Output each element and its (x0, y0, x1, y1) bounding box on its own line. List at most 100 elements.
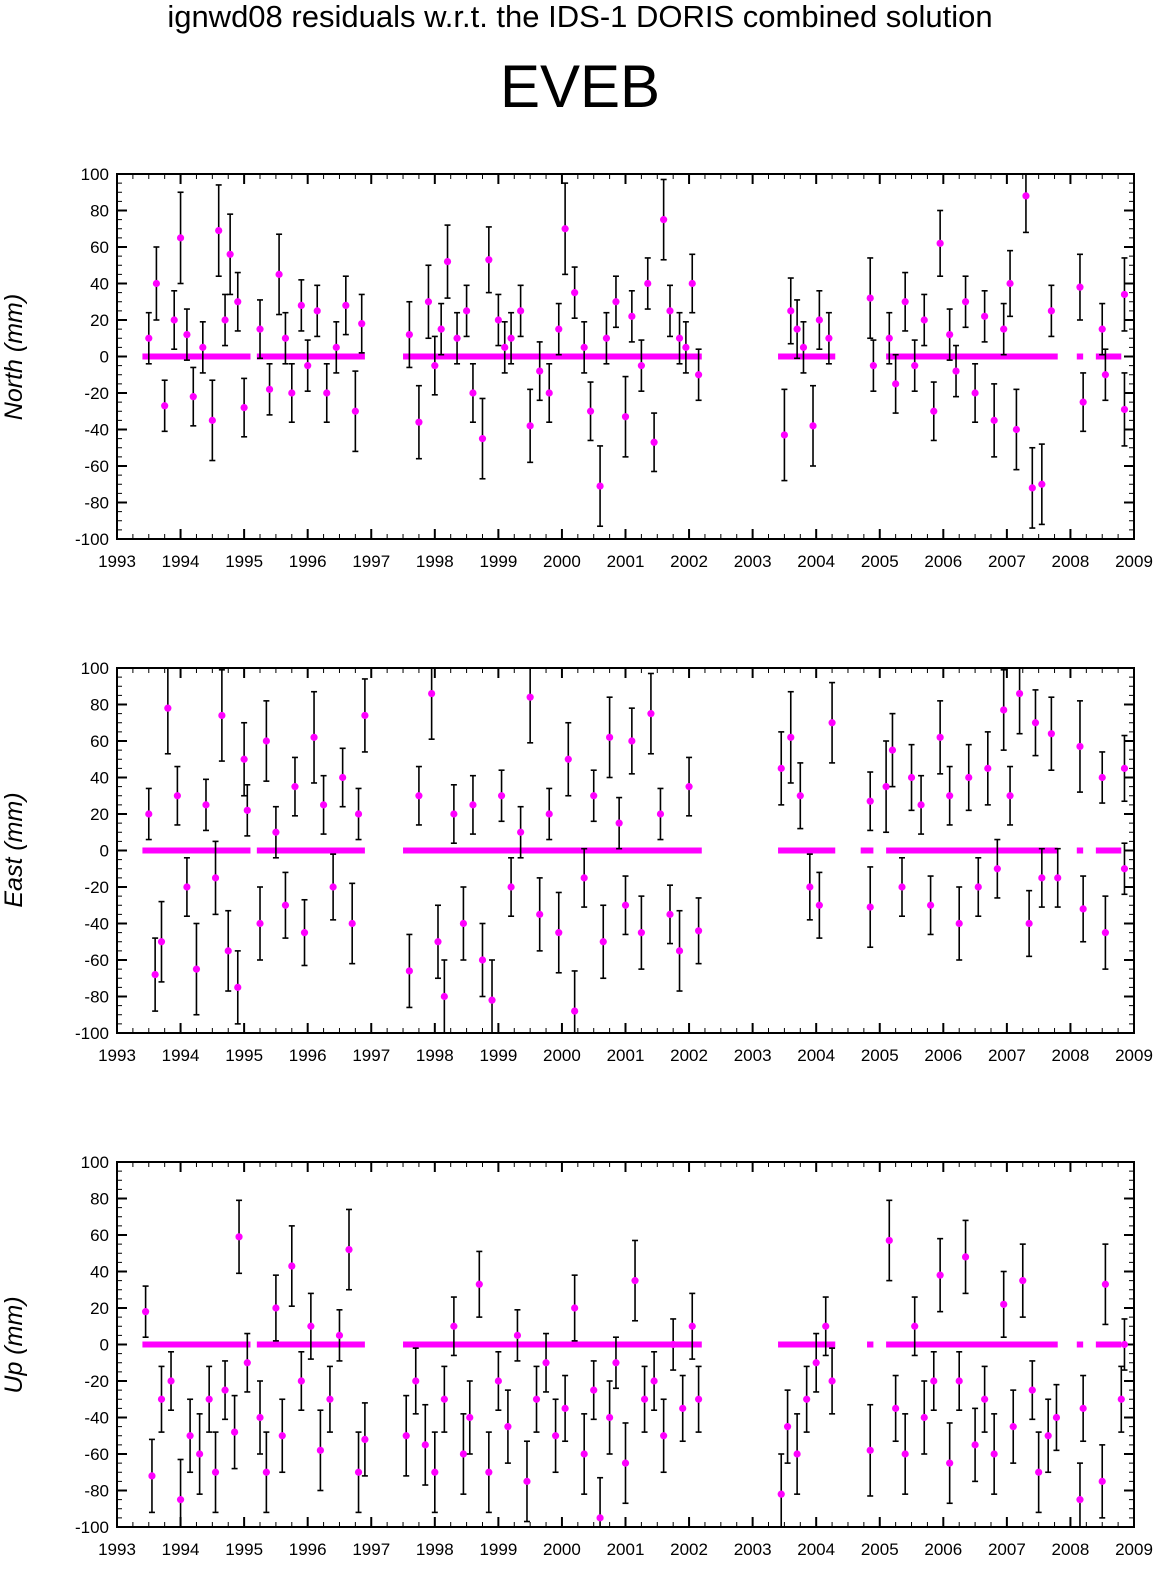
up-point (167, 1377, 175, 1385)
north-xtick-label: 2003 (734, 552, 772, 571)
up-point (148, 1472, 156, 1480)
up-point (561, 1404, 569, 1412)
east-xtick-label: 1996 (289, 1046, 327, 1065)
east-point (796, 792, 804, 800)
east-point (281, 901, 290, 909)
north-point (780, 431, 789, 439)
up-point (783, 1423, 792, 1431)
north-point (815, 316, 823, 324)
east-point (478, 956, 487, 964)
east-ytick-label: -80 (84, 988, 109, 1007)
north-ytick-label: 80 (90, 202, 109, 221)
up-point (513, 1331, 522, 1339)
north-point (208, 416, 216, 424)
north-point (288, 389, 296, 397)
up-xtick-label: 1996 (289, 1540, 327, 1559)
up-point (485, 1468, 493, 1476)
up-xtick-label: 1999 (479, 1540, 517, 1559)
up-point (402, 1432, 410, 1440)
north-point (981, 312, 989, 320)
up-ytick-label: 0 (100, 1336, 109, 1355)
east-point (173, 792, 181, 800)
up-point (412, 1377, 420, 1385)
north-ytick-label: 60 (90, 238, 109, 257)
north-point (1079, 398, 1087, 406)
up-point (1101, 1280, 1109, 1288)
north-point (507, 334, 515, 342)
up-point (335, 1331, 344, 1339)
up-point (157, 1395, 166, 1403)
up-ytick-label: 40 (90, 1263, 109, 1282)
up-point (822, 1322, 830, 1330)
up-point (660, 1432, 668, 1440)
east-point (675, 947, 684, 955)
east-xtick-label: 1999 (479, 1046, 517, 1065)
up-point (542, 1359, 550, 1367)
east-point (218, 711, 226, 720)
north-point (637, 362, 645, 370)
up-point (1028, 1386, 1036, 1394)
north-point (478, 435, 487, 443)
up-point (288, 1262, 296, 1270)
north-xtick-label: 1996 (289, 552, 327, 571)
east-point (256, 919, 264, 928)
east-ytick-label: -60 (84, 951, 109, 970)
north-point (869, 362, 877, 370)
east-ytick-label: -40 (84, 915, 109, 934)
north-point (323, 389, 331, 397)
up-xtick-label: 2006 (924, 1540, 962, 1559)
east-point (440, 992, 448, 1001)
up-point (262, 1468, 270, 1476)
east-point (319, 801, 328, 809)
north-xtick-label: 1997 (352, 552, 390, 571)
north-point (971, 389, 979, 397)
north-ytick-label: 100 (81, 165, 109, 184)
north-point (911, 362, 919, 370)
up-point (571, 1304, 579, 1312)
east-ytick-label: 80 (90, 696, 109, 715)
north-point (170, 316, 178, 324)
north-xtick-label: 2001 (607, 552, 645, 571)
east-point (993, 865, 1001, 873)
north-point (517, 307, 525, 315)
north-point (621, 413, 630, 421)
east-point (517, 828, 525, 836)
east-point (1015, 689, 1024, 698)
north-point (443, 258, 452, 266)
east-point (615, 819, 623, 827)
up-point (1009, 1423, 1017, 1431)
north-xtick-label: 2008 (1052, 552, 1090, 571)
east-ylabel: East (mm) (0, 792, 28, 907)
up-ytick-label: 60 (90, 1226, 109, 1245)
east-point (202, 801, 210, 809)
east-point (526, 693, 534, 701)
north-point (256, 325, 264, 333)
up-point (669, 1340, 677, 1349)
north-ylabel: North (mm) (0, 294, 28, 420)
up-point (590, 1386, 598, 1394)
east-point (192, 965, 201, 973)
up-point (142, 1308, 150, 1316)
east-point (234, 983, 242, 991)
east-point (272, 828, 280, 836)
north-point (952, 367, 960, 375)
north-point (612, 298, 620, 306)
east-xtick-label: 1997 (352, 1046, 390, 1065)
north-point (1076, 283, 1084, 291)
east-point (434, 938, 442, 946)
up-point (803, 1395, 811, 1403)
east-point (685, 783, 693, 791)
north-point (234, 298, 242, 306)
east-xtick-label: 1994 (162, 1046, 200, 1065)
east-point (946, 792, 954, 800)
north-point (545, 389, 553, 397)
north-point (494, 316, 502, 324)
up-xtick-label: 1997 (352, 1540, 390, 1559)
up-point (532, 1395, 541, 1403)
up-point (961, 1253, 970, 1261)
north-point (1047, 307, 1055, 315)
east-point (507, 883, 515, 891)
east-point (405, 967, 413, 975)
north-xtick-label: 1998 (416, 552, 454, 571)
east-xtick-label: 2007 (988, 1046, 1026, 1065)
